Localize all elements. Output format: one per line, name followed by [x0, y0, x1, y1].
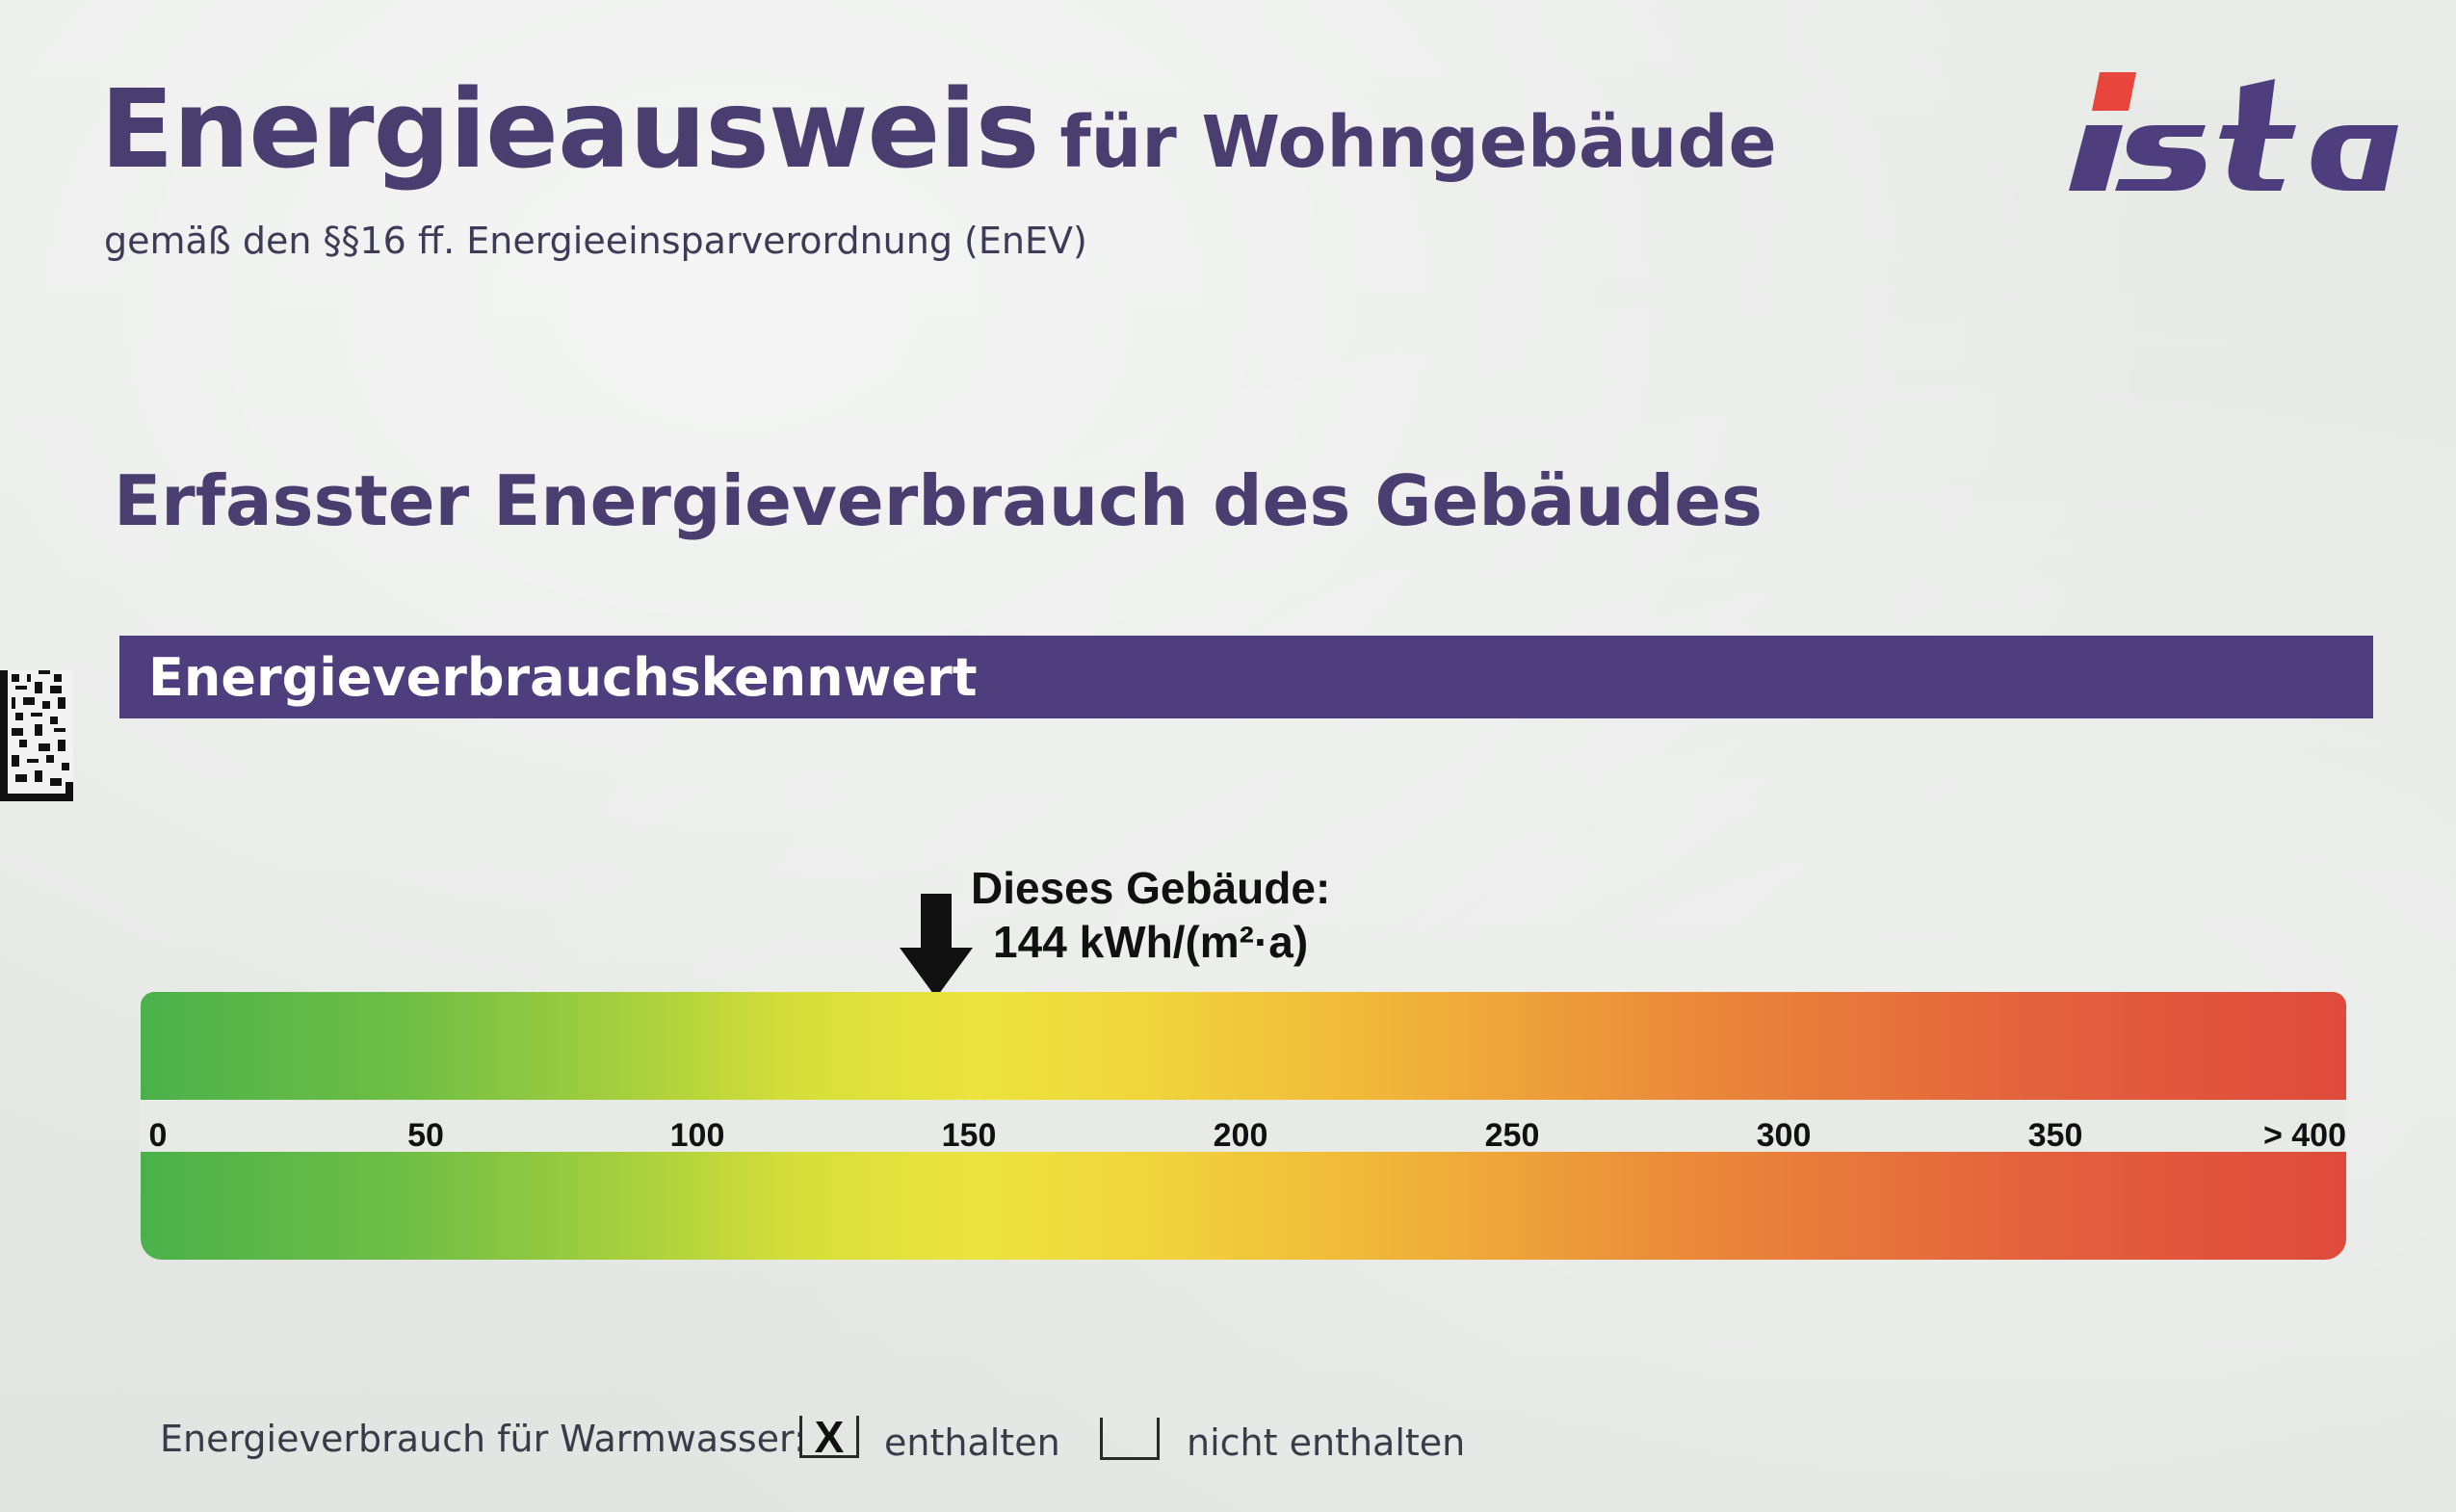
document-subtitle: gemäß den §§16 ff. Energieeinsparverordn… [104, 220, 1087, 262]
scale-bar-bottom [141, 1152, 2346, 1260]
logo-accent-shape [2092, 72, 2136, 111]
title-main: Energieausweis [100, 67, 1039, 193]
logo-s-shape [2115, 125, 2207, 191]
scale-tick-label: 0 [148, 1117, 168, 1154]
band-title: Energieverbrauchskennwert [148, 646, 978, 708]
kennwert-band: Energieverbrauchskennwert [119, 636, 2373, 718]
indicator-value: 144 kWh/(m²·a) [993, 917, 1309, 967]
document-title: Energieausweis für Wohngebäude [100, 67, 1777, 193]
scale-tick-label: 150 [941, 1117, 997, 1154]
scale-tick-label: 250 [1484, 1117, 1540, 1154]
checkbox-nicht-enthalten[interactable] [1100, 1418, 1160, 1460]
indicator-label: Dieses Gebäude: [971, 863, 1331, 913]
scale-tick-label: 200 [1213, 1117, 1268, 1154]
title-sub: für Wohngebäude [1059, 101, 1777, 184]
scale-tick-label: 100 [669, 1117, 725, 1154]
scale-bar-top [141, 992, 2346, 1100]
scale-tick-label: > 400 [2262, 1117, 2346, 1154]
scale-tick-label: 300 [1756, 1117, 1812, 1154]
checkbox-enthalten[interactable]: X [799, 1415, 859, 1459]
logo-i-stem [2069, 125, 2123, 191]
warmwasser-label: Energieverbrauch für Warmwasser: [160, 1418, 806, 1460]
ista-logo [2061, 29, 2427, 212]
datamatrix-code [0, 670, 73, 801]
logo-a-shape [2311, 125, 2398, 191]
logo-t-shape [2219, 79, 2296, 191]
checkbox-nicht-enthalten-label: nicht enthalten [1187, 1421, 1466, 1464]
down-arrow-icon [900, 894, 974, 998]
checkbox-enthalten-label: enthalten [884, 1421, 1060, 1464]
scale-tick-label: 350 [2027, 1117, 2083, 1154]
building-indicator: Dieses Gebäude: 144 kWh/(m²·a) [971, 861, 1330, 969]
scale-tick-row: 0 50 100 150 200 250 300 350 > 400 [141, 1100, 2346, 1154]
section-heading: Erfasster Energieverbrauch des Gebäudes [114, 460, 1763, 541]
scale-tick-label: 50 [407, 1117, 444, 1154]
